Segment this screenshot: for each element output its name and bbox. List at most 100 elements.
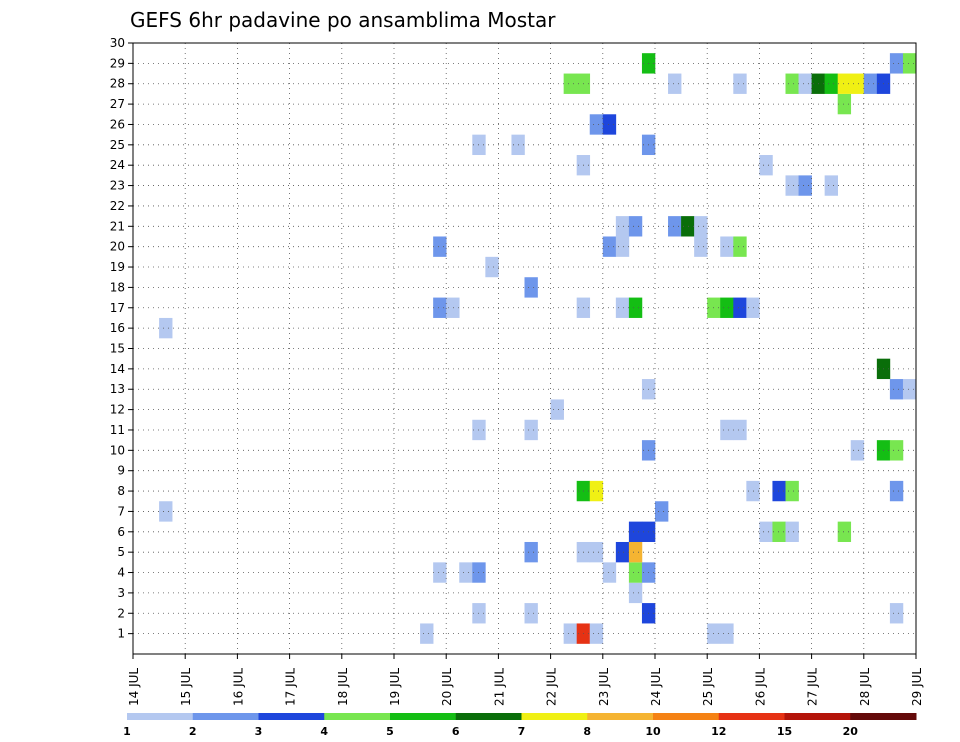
precip-cell [889, 480, 904, 502]
y-tick-label: 25 [110, 138, 125, 152]
precip-cell [589, 623, 604, 644]
precip-cell [459, 562, 473, 583]
y-tick-label: 30 [110, 36, 125, 50]
x-tick-label: 16 JUL [231, 668, 245, 706]
y-tick-label: 9 [117, 464, 125, 478]
precip-cell [733, 73, 747, 94]
precip-cell [681, 216, 695, 237]
y-tick-label: 6 [117, 525, 125, 539]
legend-swatch [850, 713, 917, 720]
x-tick-label: 17 JUL [284, 668, 298, 706]
precip-cell [628, 521, 643, 542]
legend-label: 1 [123, 725, 131, 738]
precip-cell [889, 53, 904, 74]
x-tick-label: 26 JUL [753, 668, 767, 706]
precip-cell [159, 501, 173, 522]
precip-cell [733, 297, 747, 318]
x-tick-label: 28 JUL [858, 668, 872, 706]
color-scale-legend: 1 2 3 4 5 6 7 8 10 12 15 20 [123, 713, 917, 738]
legend-label: 10 [645, 725, 661, 738]
x-tick-label: 20 JUL [440, 668, 454, 706]
precip-cell [589, 114, 604, 135]
precip-cell [485, 256, 499, 278]
y-tick-label: 28 [110, 77, 125, 91]
precip-cell [889, 440, 904, 461]
y-tick-label: 15 [110, 342, 125, 356]
precip-cell [798, 73, 812, 94]
precip-cell [785, 175, 799, 196]
legend-swatch [455, 713, 522, 720]
precip-cell [902, 379, 917, 400]
y-tick-label: 1 [117, 627, 125, 641]
precip-cell [720, 623, 734, 644]
precip-cell [589, 480, 604, 502]
x-tick-label: 14 JUL [127, 668, 141, 706]
precip-cell [785, 480, 799, 502]
precip-cell [615, 236, 630, 257]
precip-cell [824, 175, 838, 196]
legend-label: 8 [583, 725, 591, 738]
legend-label: 12 [711, 725, 726, 738]
precip-cell [824, 73, 838, 94]
y-tick-label: 8 [117, 484, 125, 498]
grid-lines [133, 43, 916, 654]
y-axis: 1234567891011121314151617181920212223242… [110, 36, 133, 641]
legend-swatch [258, 713, 325, 720]
precip-cell [785, 521, 799, 542]
y-tick-label: 16 [110, 321, 125, 335]
chart-title: GEFS 6hr padavine po ansamblima Mostar [130, 8, 556, 32]
y-tick-label: 19 [110, 260, 125, 274]
precip-cell [602, 562, 617, 583]
precip-cell [550, 399, 564, 420]
y-tick-label: 7 [117, 504, 125, 518]
legend-label: 6 [452, 725, 460, 738]
x-tick-label: 25 JUL [701, 668, 715, 706]
y-tick-label: 5 [117, 545, 125, 559]
precip-cell [524, 541, 538, 563]
legend-swatch [718, 713, 785, 720]
y-tick-label: 4 [117, 566, 125, 580]
legend-label: 20 [843, 725, 859, 738]
y-tick-label: 13 [110, 382, 125, 396]
precip-cell [524, 603, 538, 624]
x-axis: 14 JUL 15 JUL 16 JUL 17 JUL 18 JUL 19 JUL 20 J… [127, 654, 924, 706]
precip-cell [628, 582, 643, 604]
y-tick-label: 23 [110, 179, 125, 193]
precip-cell [420, 623, 434, 644]
y-tick-label: 3 [117, 586, 125, 600]
legend-swatch [390, 713, 457, 720]
precip-cell [720, 419, 734, 441]
y-tick-label: 14 [110, 362, 125, 376]
precip-cell [772, 521, 786, 542]
precip-cell [524, 277, 538, 298]
precip-cell [668, 73, 682, 94]
precip-cell [524, 419, 538, 441]
precip-cell [720, 236, 734, 257]
precip-cell [615, 541, 630, 563]
legend-label: 4 [320, 725, 328, 738]
legend-label: 5 [386, 725, 394, 738]
precip-cell [433, 297, 447, 318]
precip-cell [798, 175, 812, 196]
y-tick-label: 26 [110, 117, 125, 131]
y-tick-label: 10 [110, 443, 125, 457]
x-tick-label: 19 JUL [388, 668, 402, 706]
y-tick-label: 17 [110, 301, 125, 315]
legend-swatch [587, 713, 654, 720]
precip-cell [615, 216, 630, 237]
precip-cell [694, 216, 708, 237]
precip-cell [733, 419, 747, 441]
precip-cell [772, 480, 786, 502]
x-tick-label: 29 JUL [910, 668, 924, 706]
precip-cell [602, 236, 617, 257]
y-tick-label: 22 [110, 199, 125, 213]
legend-label: 15 [777, 725, 792, 738]
precip-cell [759, 155, 773, 176]
y-tick-label: 12 [110, 403, 125, 417]
y-tick-label: 20 [110, 240, 125, 254]
legend-swatch [127, 713, 194, 720]
x-tick-label: 23 JUL [597, 668, 611, 706]
legend-label: 3 [255, 725, 263, 738]
precip-cell [668, 216, 682, 237]
